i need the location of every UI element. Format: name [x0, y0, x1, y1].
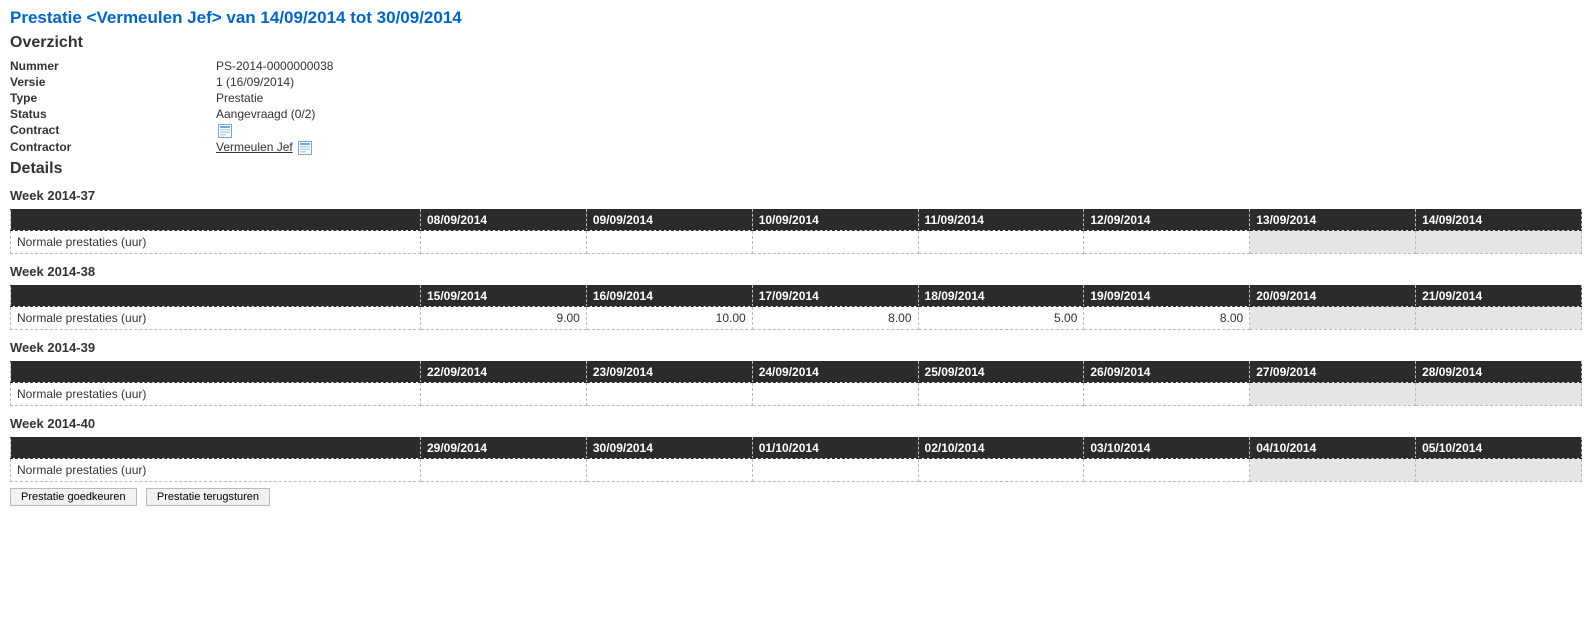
- grid-day-header: 19/09/2014: [1084, 285, 1250, 306]
- grid-cell: [1416, 382, 1582, 405]
- status-label: Status: [10, 106, 216, 122]
- grid-day-header: 29/09/2014: [421, 437, 587, 458]
- contractor-label: Contractor: [10, 139, 216, 156]
- grid-day-header: 15/09/2014: [421, 285, 587, 306]
- grid-cell: [586, 458, 752, 481]
- grid-cell: [918, 382, 1084, 405]
- grid-corner: [11, 361, 421, 382]
- grid-corner: [11, 437, 421, 458]
- week-grid: 22/09/201423/09/201424/09/201425/09/2014…: [10, 361, 1582, 406]
- versie-label: Versie: [10, 74, 216, 90]
- grid-day-header: 03/10/2014: [1084, 437, 1250, 458]
- grid-cell: [421, 382, 587, 405]
- grid-day-header: 23/09/2014: [586, 361, 752, 382]
- grid-cell: [752, 458, 918, 481]
- grid-cell: 5.00: [918, 306, 1084, 329]
- grid-day-header: 22/09/2014: [421, 361, 587, 382]
- grid-day-header: 08/09/2014: [421, 209, 587, 230]
- grid-cell: [1416, 458, 1582, 481]
- week-title: Week 2014-37: [10, 188, 1582, 203]
- grid-day-header: 04/10/2014: [1250, 437, 1416, 458]
- contract-label: Contract: [10, 122, 216, 139]
- grid-day-header: 10/09/2014: [752, 209, 918, 230]
- grid-cell: [1250, 458, 1416, 481]
- grid-day-header: 14/09/2014: [1416, 209, 1582, 230]
- overview-table: Nummer PS-2014-0000000038 Versie 1 (16/0…: [10, 58, 339, 156]
- grid-day-header: 24/09/2014: [752, 361, 918, 382]
- grid-cell: [1416, 230, 1582, 253]
- details-heading: Details: [10, 160, 1582, 178]
- grid-day-header: 09/09/2014: [586, 209, 752, 230]
- week-grid: 08/09/201409/09/201410/09/201411/09/2014…: [10, 209, 1582, 254]
- week-title: Week 2014-40: [10, 416, 1582, 431]
- grid-cell: [1250, 382, 1416, 405]
- grid-day-header: 25/09/2014: [918, 361, 1084, 382]
- grid-row-label: Normale prestaties (uur): [11, 306, 421, 329]
- grid-cell: [586, 382, 752, 405]
- status-value: Aangevraagd (0/2): [216, 106, 339, 122]
- grid-cell: 8.00: [752, 306, 918, 329]
- type-value: Prestatie: [216, 90, 339, 106]
- page-title: Prestatie <Vermeulen Jef> van 14/09/2014…: [10, 8, 1582, 28]
- type-label: Type: [10, 90, 216, 106]
- grid-day-header: 12/09/2014: [1084, 209, 1250, 230]
- grid-corner: [11, 209, 421, 230]
- grid-corner: [11, 285, 421, 306]
- grid-cell: [421, 230, 587, 253]
- grid-day-header: 17/09/2014: [752, 285, 918, 306]
- grid-day-header: 18/09/2014: [918, 285, 1084, 306]
- week-title: Week 2014-38: [10, 264, 1582, 279]
- grid-cell: [752, 230, 918, 253]
- overview-heading: Overzicht: [10, 34, 1582, 52]
- week-grid: 29/09/201430/09/201401/10/201402/10/2014…: [10, 437, 1582, 482]
- grid-row-label: Normale prestaties (uur): [11, 382, 421, 405]
- contract-lookup-icon[interactable]: [218, 124, 232, 138]
- grid-day-header: 13/09/2014: [1250, 209, 1416, 230]
- grid-day-header: 01/10/2014: [752, 437, 918, 458]
- grid-day-header: 21/09/2014: [1416, 285, 1582, 306]
- grid-cell: [918, 458, 1084, 481]
- contractor-link[interactable]: Vermeulen Jef: [216, 140, 293, 154]
- grid-cell: [1084, 230, 1250, 253]
- grid-cell: [1084, 458, 1250, 481]
- nummer-value: PS-2014-0000000038: [216, 58, 339, 74]
- grid-day-header: 27/09/2014: [1250, 361, 1416, 382]
- grid-day-header: 30/09/2014: [586, 437, 752, 458]
- grid-cell: [586, 230, 752, 253]
- grid-day-header: 02/10/2014: [918, 437, 1084, 458]
- grid-cell: 9.00: [421, 306, 587, 329]
- week-grid: 15/09/201416/09/201417/09/201418/09/2014…: [10, 285, 1582, 330]
- versie-value: 1 (16/09/2014): [216, 74, 339, 90]
- grid-cell: [1084, 382, 1250, 405]
- grid-day-header: 28/09/2014: [1416, 361, 1582, 382]
- grid-cell: [1416, 306, 1582, 329]
- grid-day-header: 05/10/2014: [1416, 437, 1582, 458]
- grid-row-label: Normale prestaties (uur): [11, 458, 421, 481]
- grid-day-header: 26/09/2014: [1084, 361, 1250, 382]
- approve-button[interactable]: Prestatie goedkeuren: [10, 488, 137, 506]
- grid-cell: [1250, 230, 1416, 253]
- contractor-lookup-icon[interactable]: [298, 141, 312, 155]
- grid-day-header: 20/09/2014: [1250, 285, 1416, 306]
- week-title: Week 2014-39: [10, 340, 1582, 355]
- grid-cell: [421, 458, 587, 481]
- return-button[interactable]: Prestatie terugsturen: [146, 488, 270, 506]
- grid-cell: [1250, 306, 1416, 329]
- grid-cell: 8.00: [1084, 306, 1250, 329]
- grid-day-header: 16/09/2014: [586, 285, 752, 306]
- grid-day-header: 11/09/2014: [918, 209, 1084, 230]
- grid-cell: [752, 382, 918, 405]
- grid-cell: 10.00: [586, 306, 752, 329]
- grid-row-label: Normale prestaties (uur): [11, 230, 421, 253]
- grid-cell: [918, 230, 1084, 253]
- nummer-label: Nummer: [10, 58, 216, 74]
